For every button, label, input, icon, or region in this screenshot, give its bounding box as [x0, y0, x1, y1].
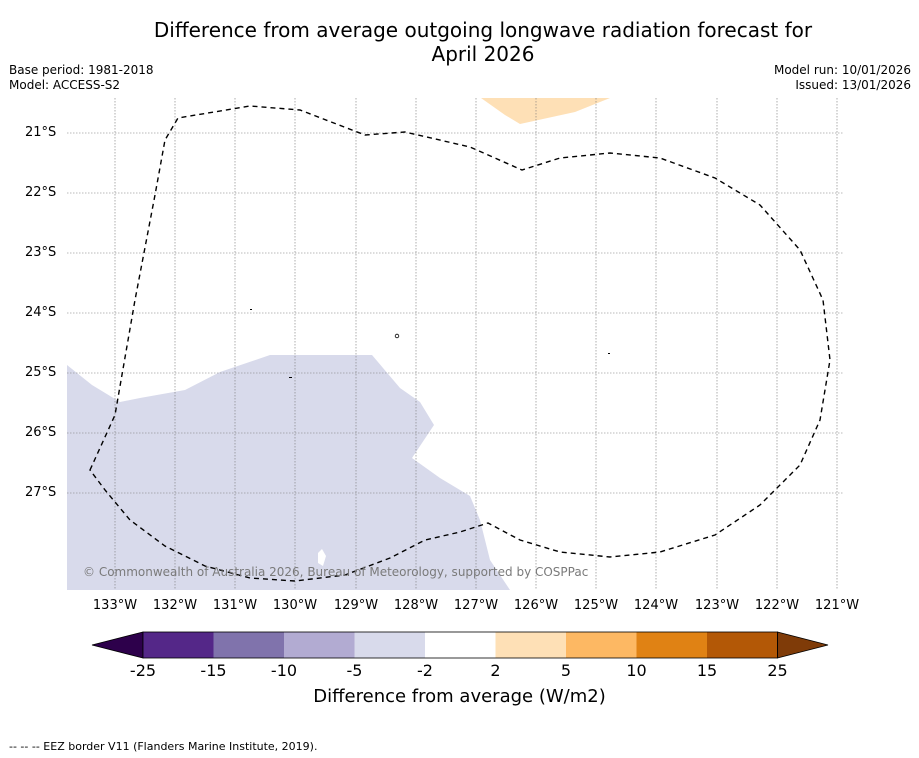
colorbar-tick-3: -10	[270, 661, 298, 680]
colorbar-segment-1	[143, 632, 214, 658]
colorbar-extend-low	[91, 631, 144, 659]
colorbar-segment-7	[566, 632, 637, 658]
island	[318, 549, 326, 566]
colorbar-tick-9: 15	[696, 661, 718, 680]
eez-border	[89, 105, 831, 582]
colorbar-tick-6: 2	[490, 661, 501, 680]
small-islands	[250, 309, 610, 378]
lat-label-23: 23°S	[25, 245, 57, 260]
colorbar-segment-9	[707, 632, 778, 658]
colorbar-segment-3	[284, 632, 355, 658]
colorbar-segment-4	[354, 632, 425, 658]
colorbar-segment-2	[213, 632, 284, 658]
lon-label-123: 123°W	[694, 598, 740, 613]
colorbar-tick-8: 10	[626, 661, 647, 680]
lon-label-130: 130°W	[272, 598, 318, 613]
colorbar	[91, 631, 829, 659]
colorbar-tick-2: -15	[200, 661, 227, 680]
lon-label-132: 132°W	[152, 598, 198, 613]
lat-label-22: 22°S	[25, 185, 57, 200]
positive-anomaly-region	[481, 98, 610, 124]
colorbar-tick-1: -25	[129, 661, 157, 680]
colorbar-segment-8	[636, 632, 707, 658]
title-line-1: Difference from average outgoing longwav…	[153, 18, 813, 42]
gridlines	[67, 98, 843, 590]
issued-date: Issued: 13/01/2026	[795, 78, 911, 92]
lon-label-128: 128°W	[393, 598, 439, 613]
islet	[394, 333, 400, 339]
lat-label-24: 24°S	[25, 305, 57, 320]
lat-label-27: 27°S	[25, 485, 57, 500]
colorbar-tick-4: -5	[346, 661, 363, 680]
colorbar-tick-5: -2	[417, 661, 433, 680]
meta-right: Model run: 10/01/2026 Issued: 13/01/2026	[774, 63, 911, 93]
negative-anomaly-region	[67, 355, 510, 590]
lon-label-124: 124°W	[633, 598, 679, 613]
colorbar-tick-7: 5	[560, 661, 572, 680]
lon-label-125: 125°W	[573, 598, 619, 613]
colorbar-outline	[142, 631, 778, 659]
colorbar-extend-high	[777, 631, 829, 659]
lat-label-25: 25°S	[25, 365, 57, 380]
lon-label-122: 122°W	[754, 598, 800, 613]
meta-left: Base period: 1981-2018 Model: ACCESS-S2	[9, 63, 154, 93]
lon-label-129: 129°W	[333, 598, 379, 613]
lon-label-121: 121°W	[814, 598, 860, 613]
colorbar-segment-6	[495, 632, 566, 658]
eez-legend-footer: -- -- -- EEZ border V11 (Flanders Marine…	[9, 740, 318, 753]
colorbar-label: Difference from average (W/m2)	[313, 686, 606, 707]
title-line-2: April 2026	[431, 42, 535, 66]
lon-label-127: 127°W	[453, 598, 499, 613]
lat-label-26: 26°S	[25, 425, 57, 440]
islet	[289, 377, 292, 378]
colorbar-segment-5	[425, 632, 496, 658]
lon-label-133: 133°W	[92, 598, 138, 613]
colorbar-tick-10: 25	[767, 661, 788, 680]
lon-label-131: 131°W	[212, 598, 258, 613]
islet	[250, 309, 252, 310]
map-title: Difference from average outgoing longwav…	[0, 18, 919, 66]
islet	[608, 353, 610, 354]
model-name: Model: ACCESS-S2	[9, 78, 121, 92]
base-period: Base period: 1981-2018	[9, 63, 154, 77]
copyright-notice: © Commonwealth of Australia 2026, Bureau…	[83, 565, 589, 579]
lon-label-126: 126°W	[513, 598, 559, 613]
model-run: Model run: 10/01/2026	[773, 63, 911, 77]
lat-label-21: 21°S	[25, 125, 57, 140]
